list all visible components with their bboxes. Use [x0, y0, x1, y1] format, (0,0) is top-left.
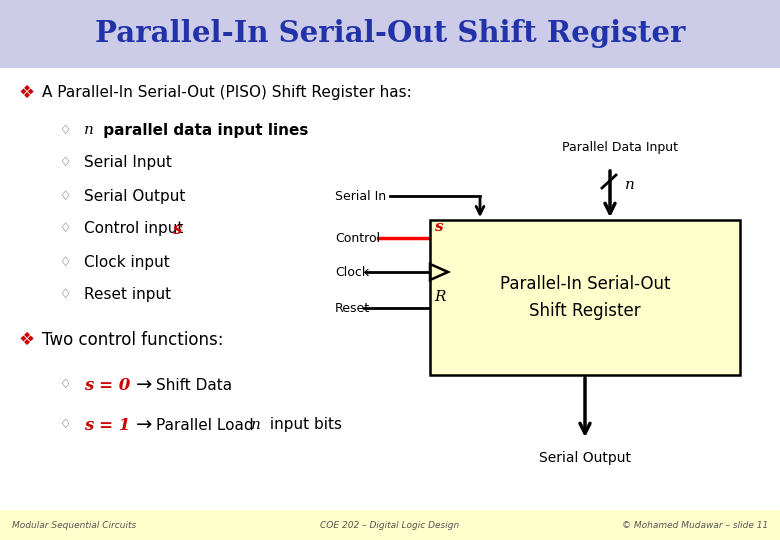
Text: R: R — [434, 290, 445, 304]
Text: s: s — [434, 220, 442, 234]
Text: Parallel Load: Parallel Load — [156, 417, 258, 433]
Text: Serial Output: Serial Output — [539, 451, 631, 465]
Text: © Mohamed Mudawar – slide 11: © Mohamed Mudawar – slide 11 — [622, 521, 768, 530]
Text: ♢: ♢ — [60, 222, 71, 235]
FancyBboxPatch shape — [0, 0, 780, 68]
Text: ♢: ♢ — [60, 288, 71, 301]
Text: n: n — [84, 123, 94, 137]
Text: Two control functions:: Two control functions: — [42, 331, 224, 349]
Text: Clock: Clock — [335, 266, 369, 279]
Text: ❖: ❖ — [18, 331, 34, 349]
Text: ♢: ♢ — [60, 157, 71, 170]
FancyBboxPatch shape — [430, 220, 740, 375]
Text: ♢: ♢ — [60, 190, 71, 202]
Text: Serial Output: Serial Output — [84, 188, 186, 204]
Text: Parallel-In Serial-Out
Shift Register: Parallel-In Serial-Out Shift Register — [500, 275, 670, 320]
Text: Serial Input: Serial Input — [84, 156, 172, 171]
Text: →: → — [136, 375, 152, 395]
Text: Clock input: Clock input — [84, 254, 170, 269]
Text: Parallel-In Serial-Out Shift Register: Parallel-In Serial-Out Shift Register — [95, 19, 685, 49]
Text: Serial In: Serial In — [335, 190, 386, 202]
Text: Reset: Reset — [335, 301, 370, 314]
Text: input bits: input bits — [265, 417, 342, 433]
Text: s = 0: s = 0 — [84, 376, 130, 394]
Text: Control: Control — [335, 232, 380, 245]
FancyBboxPatch shape — [0, 510, 780, 540]
Text: Reset input: Reset input — [84, 287, 171, 302]
Text: →: → — [136, 415, 152, 435]
Text: A Parallel-In Serial-Out (PISO) Shift Register has:: A Parallel-In Serial-Out (PISO) Shift Re… — [42, 85, 412, 100]
Text: s = 1: s = 1 — [84, 416, 130, 434]
Text: s: s — [172, 220, 182, 238]
Text: Modular Sequential Circuits: Modular Sequential Circuits — [12, 521, 136, 530]
Text: ❖: ❖ — [18, 84, 34, 102]
Text: Shift Data: Shift Data — [156, 377, 232, 393]
Text: ♢: ♢ — [60, 124, 71, 137]
Text: ♢: ♢ — [60, 255, 71, 268]
Text: n: n — [625, 178, 635, 192]
Text: Parallel Data Input: Parallel Data Input — [562, 141, 678, 154]
Text: n: n — [251, 418, 261, 432]
Text: Control input: Control input — [84, 221, 188, 237]
Text: COE 202 – Digital Logic Design: COE 202 – Digital Logic Design — [321, 521, 459, 530]
Text: ♢: ♢ — [60, 418, 71, 431]
Text: parallel data input lines: parallel data input lines — [98, 123, 308, 138]
Text: ♢: ♢ — [60, 379, 71, 392]
